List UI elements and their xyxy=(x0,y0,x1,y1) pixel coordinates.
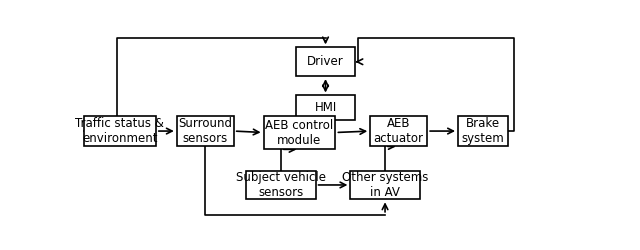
FancyBboxPatch shape xyxy=(296,96,355,120)
FancyBboxPatch shape xyxy=(458,116,508,146)
Text: HMI: HMI xyxy=(314,102,337,114)
FancyBboxPatch shape xyxy=(84,116,156,146)
Text: AEB
actuator: AEB actuator xyxy=(374,117,424,145)
Text: Traffic status &
environment: Traffic status & environment xyxy=(76,117,164,145)
Text: Brake
system: Brake system xyxy=(461,117,504,145)
FancyBboxPatch shape xyxy=(296,47,355,76)
Text: AEB control
module: AEB control module xyxy=(266,118,333,146)
FancyBboxPatch shape xyxy=(370,116,428,146)
FancyBboxPatch shape xyxy=(246,170,316,200)
Text: Surround
sensors: Surround sensors xyxy=(178,117,232,145)
FancyBboxPatch shape xyxy=(350,170,420,200)
Text: Driver: Driver xyxy=(307,55,344,68)
FancyBboxPatch shape xyxy=(177,116,234,146)
Text: Subject vehicle
sensors: Subject vehicle sensors xyxy=(236,171,326,199)
FancyBboxPatch shape xyxy=(264,116,335,149)
Text: Other systems
in AV: Other systems in AV xyxy=(342,171,428,199)
